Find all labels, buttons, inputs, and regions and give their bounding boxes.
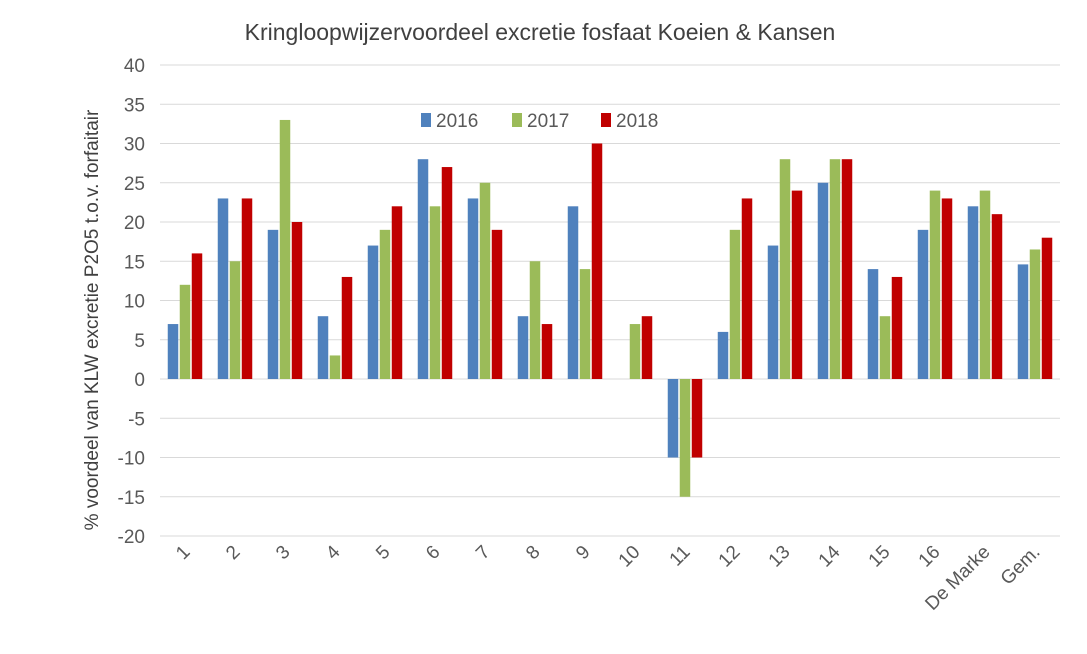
bar-2017-9 xyxy=(579,269,591,379)
bar-2017-3 xyxy=(279,119,291,379)
x-tick-label: 11 xyxy=(666,542,695,571)
bar-2018-1 xyxy=(191,253,203,379)
legend-swatch-2016 xyxy=(421,113,431,127)
x-tick-label: Gem. xyxy=(997,542,1045,590)
bar-2018-11 xyxy=(691,379,703,458)
bar-2018-12 xyxy=(741,198,753,379)
bar-2018-Gem. xyxy=(1041,237,1053,379)
legend-label-2018: 2018 xyxy=(616,111,658,132)
bar-2016-11 xyxy=(667,379,679,458)
bar-2016-1 xyxy=(167,324,179,379)
bar-2017-De Marke xyxy=(979,190,991,379)
legend-label-2017: 2017 xyxy=(527,111,569,132)
bar-2017-13 xyxy=(779,159,791,379)
y-tick-label: 5 xyxy=(134,331,145,352)
bar-2016-8 xyxy=(517,316,529,379)
bar-2016-2 xyxy=(217,198,229,379)
x-tick-label: 9 xyxy=(572,542,594,564)
bar-2018-9 xyxy=(591,143,603,379)
bar-2017-12 xyxy=(729,229,741,379)
bar-2017-2 xyxy=(229,261,241,379)
bar-2018-14 xyxy=(841,159,853,379)
bar-2018-10 xyxy=(641,316,653,379)
bar-2016-16 xyxy=(917,229,929,379)
bar-2018-3 xyxy=(291,222,303,379)
bar-2018-15 xyxy=(891,276,903,379)
bar-2018-De Marke xyxy=(991,214,1003,379)
y-tick-label: 25 xyxy=(124,174,145,195)
bar-2017-7 xyxy=(479,182,491,379)
bar-2017-4 xyxy=(329,355,341,379)
bar-2016-13 xyxy=(767,245,779,379)
bar-2016-De Marke xyxy=(967,206,979,379)
bar-2017-5 xyxy=(379,229,391,379)
x-tick-label: 8 xyxy=(522,542,544,564)
y-tick-label: 30 xyxy=(124,135,145,156)
bar-2017-8 xyxy=(529,261,541,379)
x-tick-label: 12 xyxy=(715,542,745,572)
bars xyxy=(167,119,1053,497)
y-tick-label: -10 xyxy=(118,449,145,470)
bar-2016-12 xyxy=(717,331,729,379)
bar-2016-7 xyxy=(467,198,479,379)
x-tick-label: 13 xyxy=(765,542,795,572)
bar-2018-2 xyxy=(241,198,253,379)
x-tick-label: 6 xyxy=(422,542,444,564)
bar-2016-4 xyxy=(317,316,329,379)
y-axis-ticks: 40 35 30 25 20 15 10 5 0 -5 -10 -15 -20 xyxy=(118,56,145,548)
x-tick-label: 1 xyxy=(172,542,194,564)
bar-2018-13 xyxy=(791,190,803,379)
legend-swatch-2017 xyxy=(512,113,522,127)
y-tick-label: 35 xyxy=(124,95,145,116)
bar-2016-14 xyxy=(817,182,829,379)
bar-2017-Gem. xyxy=(1029,249,1041,379)
bar-2016-15 xyxy=(867,269,879,379)
x-tick-label: 14 xyxy=(815,541,845,571)
bar-2016-5 xyxy=(367,245,379,379)
y-tick-label: 10 xyxy=(124,292,145,313)
x-tick-label: 4 xyxy=(322,541,345,564)
bar-2017-14 xyxy=(829,159,841,379)
legend: 2016 2017 2018 xyxy=(421,111,658,132)
x-tick-label: 7 xyxy=(472,542,494,564)
bar-2016-6 xyxy=(417,159,429,379)
chart-title: Kringloopwijzervoordeel excretie fosfaat… xyxy=(245,19,836,45)
y-tick-label: 0 xyxy=(134,370,145,391)
bar-2018-7 xyxy=(491,229,503,379)
bar-2017-15 xyxy=(879,316,891,379)
bar-2017-6 xyxy=(429,206,441,379)
bar-2018-8 xyxy=(541,324,553,379)
bar-2018-16 xyxy=(941,198,953,379)
y-tick-label: -20 xyxy=(118,527,145,548)
bar-2016-Gem. xyxy=(1017,264,1029,379)
legend-label-2016: 2016 xyxy=(436,111,478,132)
x-tick-label: 2 xyxy=(222,542,244,564)
bar-2018-4 xyxy=(341,276,353,379)
x-tick-label: 3 xyxy=(272,542,294,564)
bar-2016-3 xyxy=(267,229,279,379)
bar-2016-9 xyxy=(567,206,579,379)
x-tick-label: 10 xyxy=(615,542,645,572)
bar-2018-5 xyxy=(391,206,403,379)
x-tick-label: 15 xyxy=(865,542,895,572)
legend-swatch-2018 xyxy=(601,113,611,127)
bar-2017-1 xyxy=(179,284,191,379)
y-tick-label: 15 xyxy=(124,252,145,273)
y-tick-label: -15 xyxy=(118,488,145,509)
bar-2017-11 xyxy=(679,379,691,497)
y-tick-label: -5 xyxy=(128,409,145,430)
x-tick-label: 5 xyxy=(372,542,394,564)
bar-2017-10 xyxy=(629,324,641,379)
y-tick-label: 40 xyxy=(124,56,145,77)
x-tick-label: 16 xyxy=(915,542,945,572)
bar-2017-16 xyxy=(929,190,941,379)
y-axis-label: % voordeel van KLW excretie P2O5 t.o.v. … xyxy=(82,109,103,530)
y-tick-label: 20 xyxy=(124,213,145,234)
bar-2018-6 xyxy=(441,167,453,379)
gridlines xyxy=(160,64,1060,537)
